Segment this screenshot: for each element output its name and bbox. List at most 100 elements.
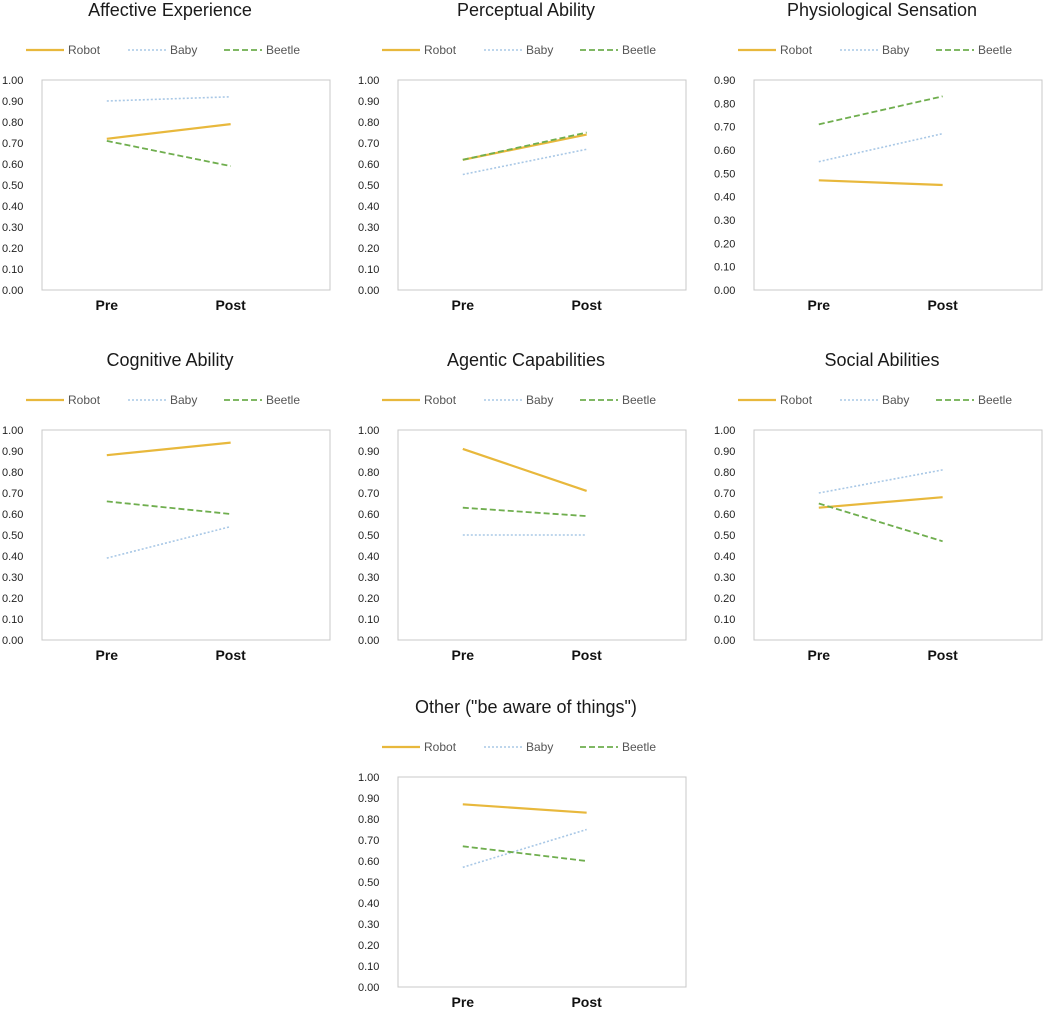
series-line-robot — [462, 447, 587, 492]
legend-label-robot: Robot — [780, 43, 813, 57]
y-tick-label: 1.00 — [358, 75, 379, 87]
y-tick-label: 0.40 — [358, 898, 379, 910]
y-tick-label: 0.40 — [358, 551, 379, 563]
y-tick-label: 0.10 — [358, 614, 379, 626]
y-tick-label: 1.00 — [358, 425, 379, 437]
chart-svg: Robot Baby Beetle 0.00 0.10 0.20 0.30 0.40 0.50 0… — [358, 43, 687, 313]
x-tick-label: Pre — [452, 297, 475, 313]
x-tick-label: Pre — [96, 647, 119, 663]
y-tick-label: 0.50 — [358, 530, 379, 542]
legend-label-baby: Baby — [170, 43, 197, 57]
chart-panel: Agentic Capabilities Robot Baby Beetle 0.00 0… — [356, 350, 696, 670]
legend-label-baby: Baby — [526, 43, 553, 57]
y-tick-label: 0.00 — [358, 285, 379, 297]
legend-label-robot: Robot — [424, 393, 457, 407]
series-line-robot — [106, 441, 231, 457]
series-line-beetle — [462, 506, 587, 517]
series-line-beetle — [818, 95, 943, 126]
series-line-robot — [818, 496, 943, 509]
legend-label-baby: Baby — [526, 393, 553, 407]
chart-title: Physiological Sensation — [786, 0, 978, 20]
y-tick-label: 0.90 — [358, 793, 379, 805]
series-line-beetle — [106, 500, 231, 515]
series-line-robot — [106, 123, 231, 140]
series-line-beetle — [462, 845, 587, 862]
y-tick-label: 0.10 — [2, 264, 23, 276]
y-tick-label: 0.60 — [2, 159, 23, 171]
legend-label-beetle: Beetle — [266, 43, 300, 57]
y-tick-label: 0.20 — [2, 593, 23, 605]
y-tick-label: 0.70 — [358, 138, 379, 150]
chart-title: Agentic Capabilities — [446, 350, 606, 370]
chart-svg: Robot Baby Beetle 0.00 0.10 0.20 0.30 0.40 0.50 0… — [714, 393, 1043, 663]
chart-panel: Physiological Sensation Robot Baby Beetle 0.… — [712, 0, 1052, 320]
x-tick-label: Post — [571, 994, 602, 1010]
y-tick-label: 1.00 — [2, 425, 23, 437]
y-tick-label: 0.10 — [358, 264, 379, 276]
y-tick-label: 0.90 — [714, 75, 735, 87]
series-line-robot — [462, 803, 587, 814]
x-tick-label: Pre — [96, 297, 119, 313]
chart-panel: Cognitive Ability Robot Baby Beetle 0.00 0.10… — [0, 350, 340, 670]
y-tick-label: 0.80 — [358, 117, 379, 129]
y-tick-label: 0.60 — [358, 509, 379, 521]
y-tick-label: 0.00 — [2, 635, 23, 647]
chart-svg: Robot Baby Beetle 0.00 0.10 0.20 0.30 0.40 0.50 0… — [358, 740, 687, 1010]
y-tick-label: 0.30 — [714, 215, 735, 227]
y-tick-label: 0.50 — [2, 180, 23, 192]
series-line-baby — [462, 148, 587, 176]
series-line-beetle — [462, 131, 587, 161]
y-tick-label: 0.70 — [714, 122, 735, 134]
legend-label-baby: Baby — [526, 740, 553, 754]
plot-frame — [41, 79, 331, 291]
y-tick-label: 0.80 — [358, 814, 379, 826]
y-tick-label: 0.20 — [358, 593, 379, 605]
chart-title: Affective Experience — [88, 0, 252, 20]
y-tick-label: 0.20 — [714, 593, 735, 605]
y-tick-label: 0.10 — [358, 961, 379, 973]
legend-label-beetle: Beetle — [978, 393, 1012, 407]
chart-panel: Affective Experience Robot Baby Beetle 0.00 0… — [0, 0, 340, 320]
series-line-baby — [106, 96, 231, 102]
y-tick-label: 0.00 — [714, 635, 735, 647]
plot-frame — [41, 429, 331, 641]
series-line-baby — [818, 132, 943, 163]
y-tick-label: 1.00 — [2, 75, 23, 87]
y-tick-label: 0.00 — [358, 635, 379, 647]
y-tick-label: 0.70 — [2, 138, 23, 150]
legend-label-beetle: Beetle — [266, 393, 300, 407]
legend-label-baby: Baby — [170, 393, 197, 407]
legend-label-beetle: Beetle — [622, 393, 656, 407]
plot-frame — [753, 79, 1043, 291]
y-tick-label: 0.00 — [714, 285, 735, 297]
y-tick-label: 0.80 — [714, 98, 735, 110]
y-tick-label: 0.30 — [2, 572, 23, 584]
y-tick-label: 0.60 — [714, 509, 735, 521]
y-tick-label: 0.70 — [2, 488, 23, 500]
series-line-baby — [818, 469, 943, 494]
y-tick-label: 0.70 — [358, 488, 379, 500]
y-tick-label: 0.20 — [2, 243, 23, 255]
y-tick-label: 0.40 — [714, 551, 735, 563]
y-tick-label: 0.60 — [358, 159, 379, 171]
series-line-beetle — [106, 140, 231, 167]
y-tick-label: 0.90 — [358, 96, 379, 108]
y-tick-label: 0.30 — [358, 222, 379, 234]
chart-svg: Robot Baby Beetle 0.00 0.10 0.20 0.30 0.40 0.50 0… — [2, 393, 331, 663]
y-tick-label: 0.10 — [714, 614, 735, 626]
chart-panel: Social Abilities Robot Baby Beetle 0.00 0.10 0… — [712, 350, 1052, 670]
legend-label-robot: Robot — [424, 43, 457, 57]
y-tick-label: 0.00 — [358, 982, 379, 994]
plot-frame — [397, 429, 687, 641]
y-tick-label: 0.00 — [2, 285, 23, 297]
y-tick-label: 0.70 — [358, 835, 379, 847]
x-tick-label: Post — [215, 297, 246, 313]
x-tick-label: Pre — [808, 297, 831, 313]
plot-frame — [397, 79, 687, 291]
legend-label-robot: Robot — [780, 393, 813, 407]
y-tick-label: 1.00 — [358, 772, 379, 784]
y-tick-label: 0.50 — [714, 168, 735, 180]
y-tick-label: 0.80 — [358, 467, 379, 479]
series-line-baby — [462, 828, 587, 869]
y-tick-label: 0.60 — [2, 509, 23, 521]
